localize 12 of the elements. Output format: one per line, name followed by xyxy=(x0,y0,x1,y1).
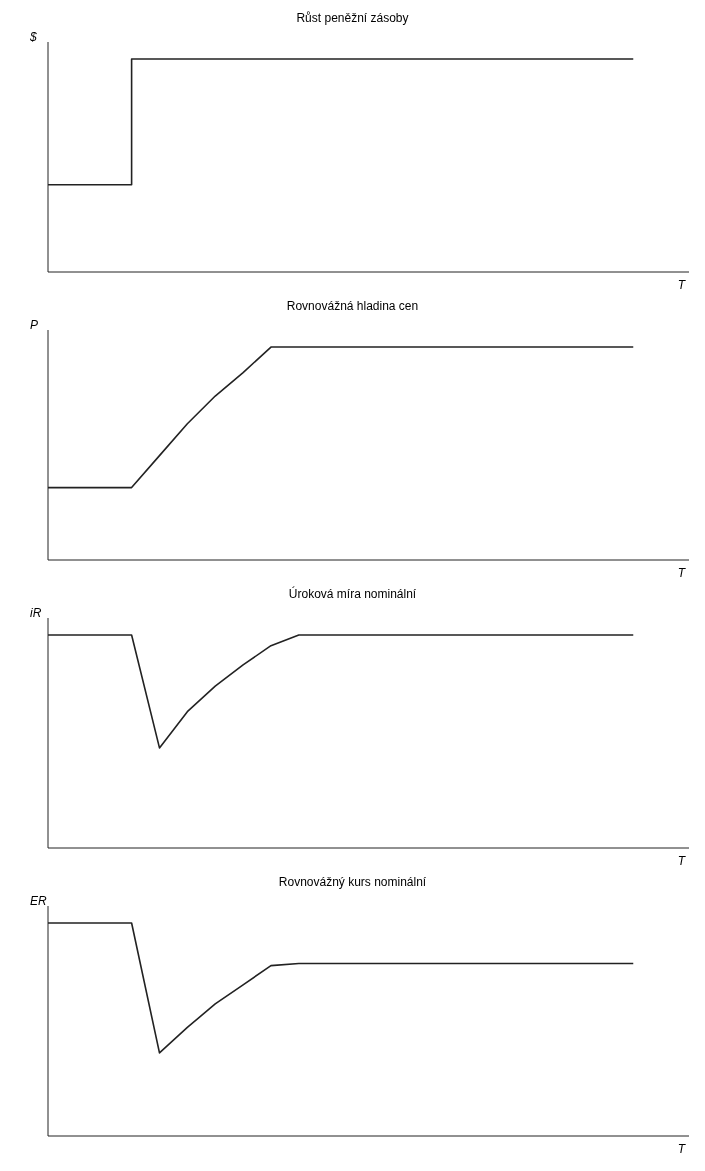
x-axis-title: T xyxy=(677,854,685,868)
chart-title: Růst peněžní zásoby xyxy=(295,10,410,27)
x-axis-title: T xyxy=(677,1142,685,1156)
y-axis-title: $ xyxy=(30,30,37,44)
y-axis-title: P xyxy=(30,318,39,332)
chart-title: Rovnovážná hladina cen xyxy=(285,298,420,315)
chart-title: Úroková míra nominální xyxy=(287,585,418,603)
x-axis-title: T xyxy=(677,278,685,292)
x-axis-title: T xyxy=(677,566,685,580)
chart-title: Rovnovážný kurs nominální xyxy=(277,874,428,891)
y-axis-title: iR xyxy=(30,606,42,620)
y-axis-title: ER xyxy=(30,894,47,908)
